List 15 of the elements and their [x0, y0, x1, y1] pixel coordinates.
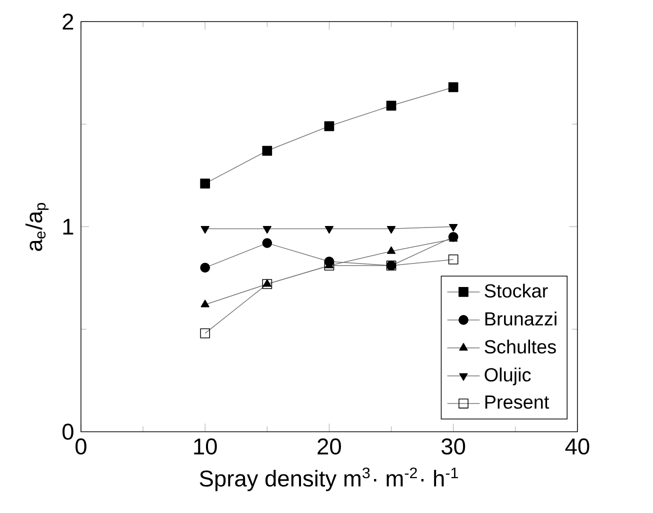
x-tick-label: 30 — [442, 438, 466, 455]
x-tick-label: 10 — [194, 438, 217, 455]
legend-label: Stockar — [484, 284, 548, 298]
y-tick-label: 1 — [63, 218, 74, 235]
y-tick-label: 2 — [62, 14, 74, 30]
legend-label: Brunazzi — [485, 312, 556, 326]
x-tick-label: 20 — [318, 438, 341, 455]
legend-label: Present — [485, 396, 550, 409]
legend-label: Schultes — [484, 340, 556, 354]
legend-label: Olujic — [484, 368, 531, 386]
x-axis-title: Spray density m$^{3}$· m$^{-2}$· h$^{-1}$ — [200, 468, 458, 492]
y-axis-title: a$_{e}$/a$_{p}$ — [26, 203, 49, 252]
x-tick-label: 40 — [565, 438, 590, 455]
x-tick-label: 0 — [76, 438, 86, 455]
y-tick-label: 0 — [62, 424, 74, 440]
